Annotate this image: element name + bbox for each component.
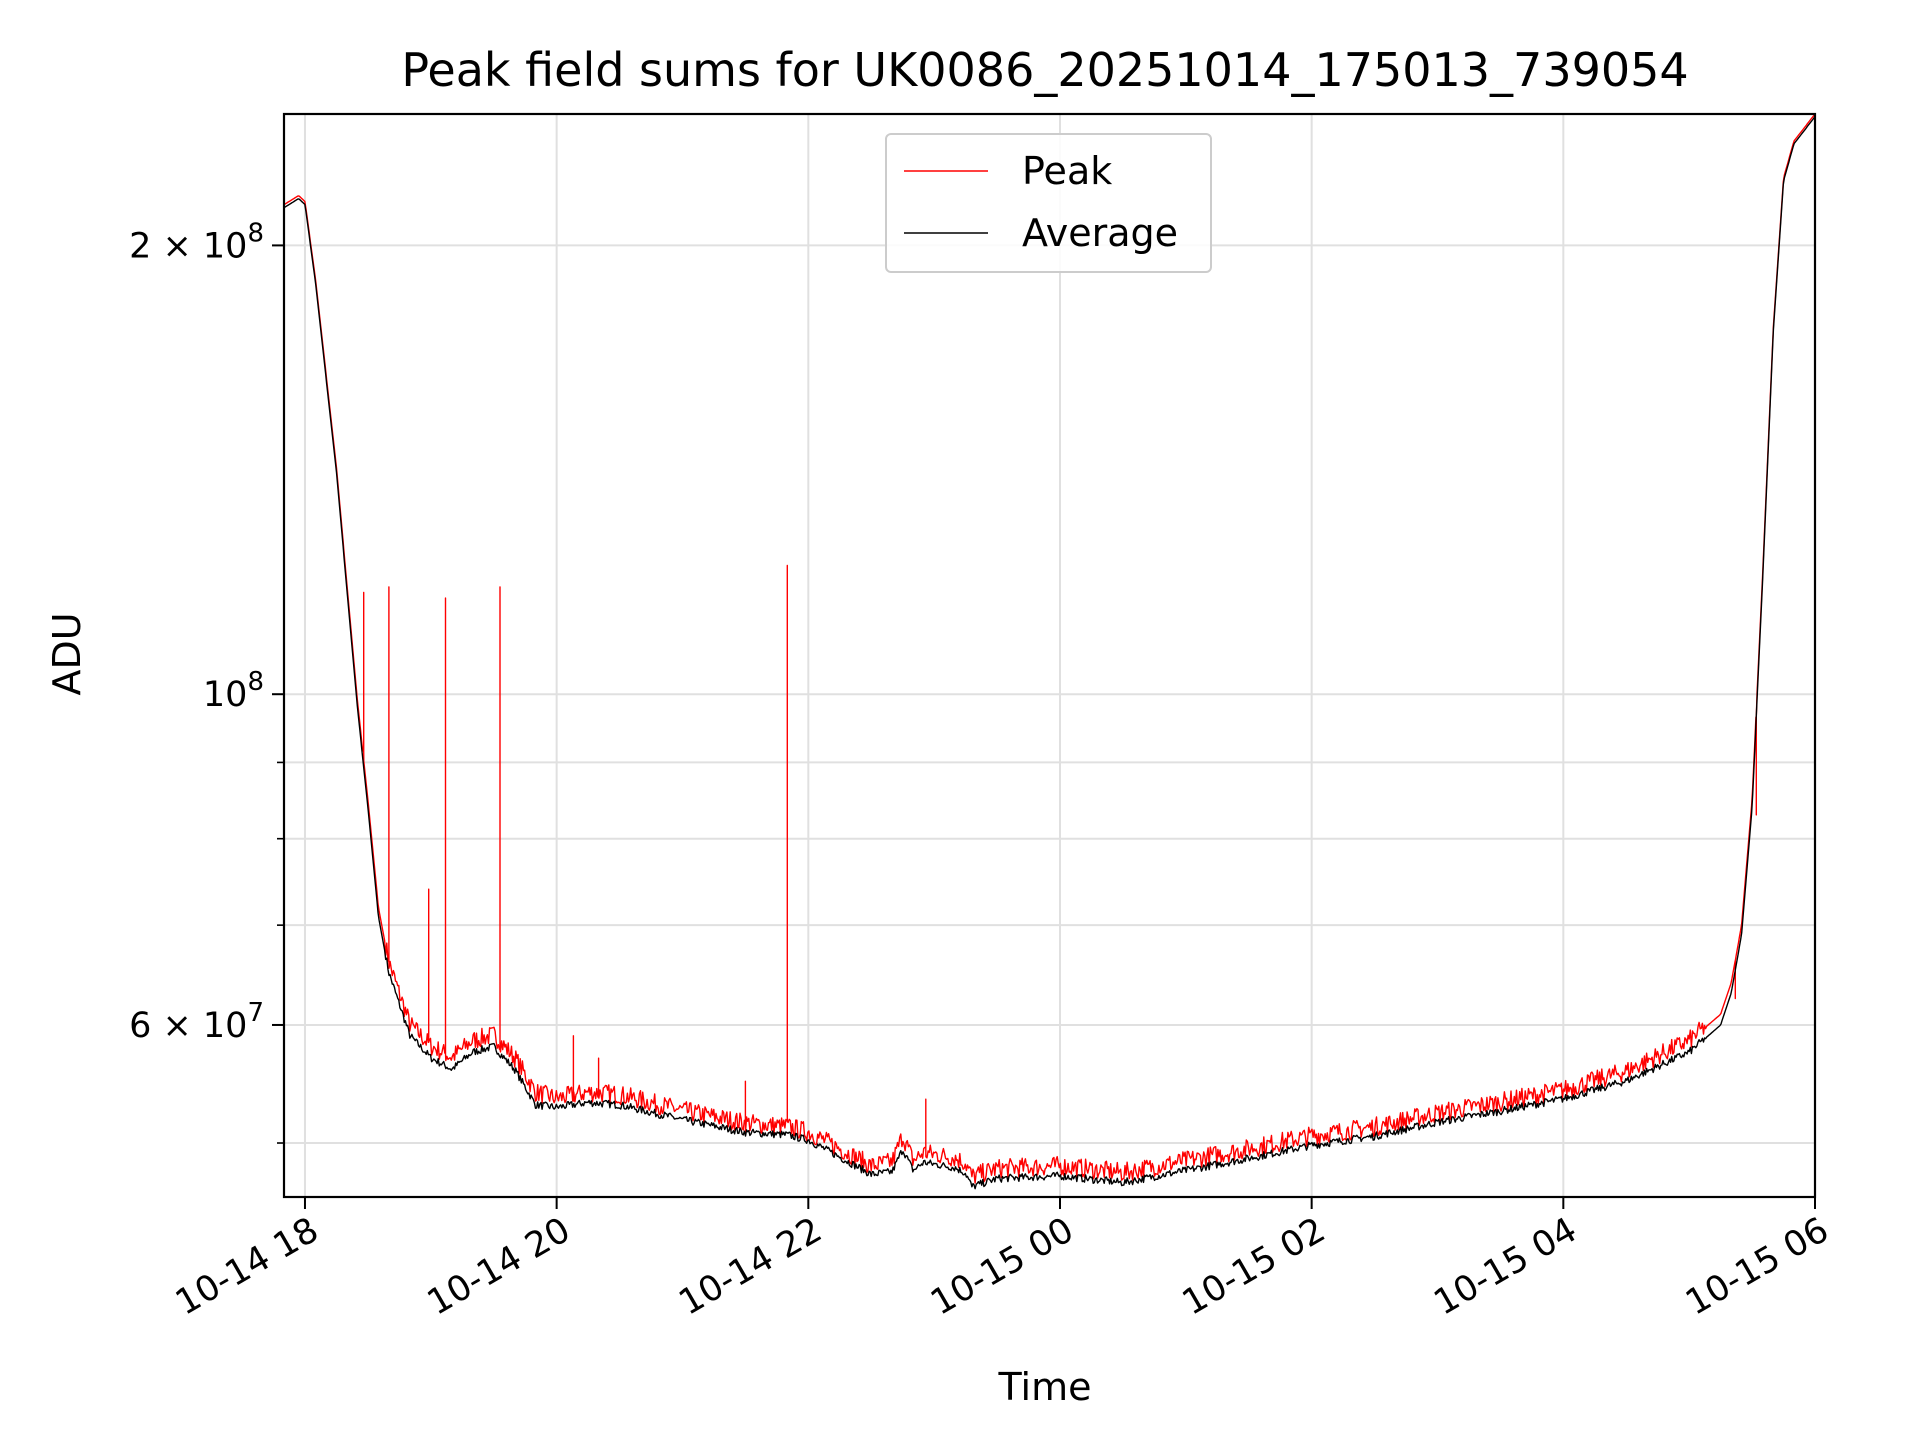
y-tick-exponent: 8 (247, 218, 264, 248)
legend: Peak Average (885, 133, 1212, 273)
x-axis-label: Time (998, 1365, 1092, 1409)
series-peak-line (283, 113, 1816, 1184)
y-axis-label: ADU (45, 612, 89, 695)
plot-frame (282, 112, 1817, 1199)
chart-title: Peak field sums for UK0086_20251014_1750… (401, 43, 1688, 97)
y-tick-exponent: 8 (247, 667, 264, 697)
legend-peak-label: Peak (1022, 149, 1112, 193)
y-tick-label: 2 × 108 (129, 218, 264, 266)
series-average-line (283, 116, 1816, 1190)
legend-box (885, 133, 1212, 273)
series-lines (283, 113, 1816, 1190)
y-tick-exponent: 7 (247, 998, 264, 1028)
legend-average-label: Average (1022, 211, 1178, 255)
y-tick-label: 6 × 107 (129, 998, 264, 1046)
grid (284, 114, 1816, 1197)
